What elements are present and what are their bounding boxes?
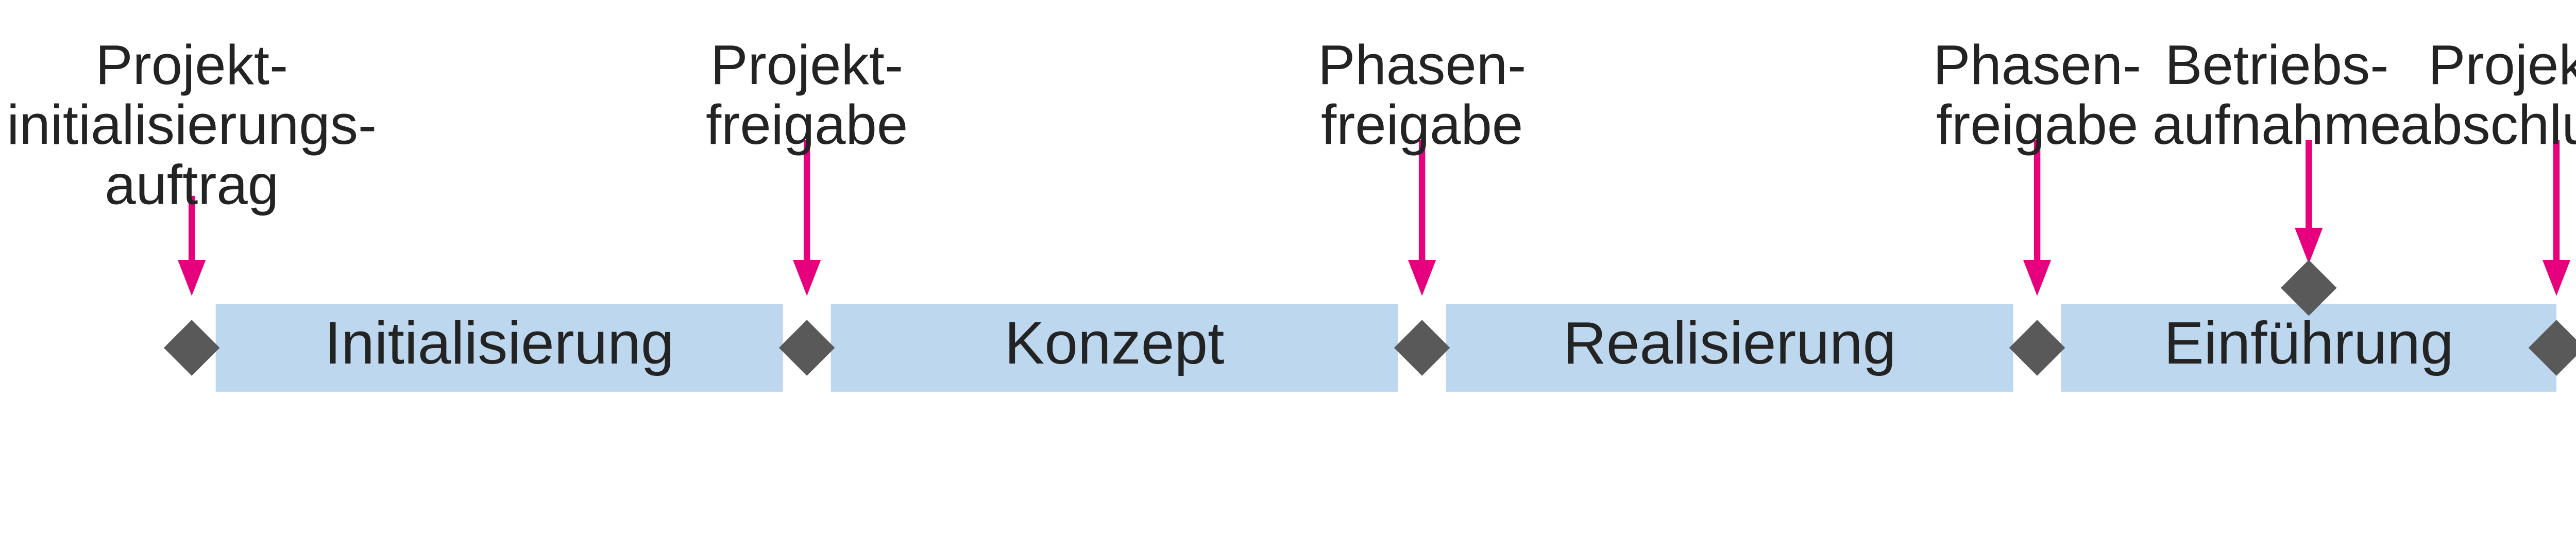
milestone-label-line: freigabe bbox=[706, 94, 908, 156]
arrowhead-icon bbox=[1408, 260, 1436, 296]
milestone-label-line: Phasen- bbox=[1933, 34, 2141, 96]
phase-real: Realisierung bbox=[1446, 304, 2013, 392]
arrowhead-icon bbox=[2543, 260, 2570, 296]
phase-diagram: Initialisierung Konzept Realisierung Einfüh… bbox=[0, 0, 2576, 434]
diamond-icon bbox=[2009, 320, 2065, 376]
phase-bars: Initialisierung Konzept Realisierung Einfüh… bbox=[216, 304, 2556, 392]
phase-label: Einführung bbox=[2164, 309, 2453, 376]
milestone-label-line: abschluss bbox=[2400, 94, 2576, 156]
arrowhead-icon bbox=[2023, 260, 2051, 296]
milestone-label-line: Projekt- bbox=[2428, 34, 2576, 96]
phase-label: Initialisierung bbox=[325, 309, 674, 376]
milestone-label-line: Phasen- bbox=[1318, 34, 1526, 96]
milestone-label-line: auftrag bbox=[105, 154, 279, 216]
milestone-label-line: Betriebs- bbox=[2165, 34, 2388, 96]
milestone-label-line: aufnahme bbox=[2153, 94, 2401, 156]
phase-label: Realisierung bbox=[1563, 309, 1896, 376]
phase-init: Initialisierung bbox=[216, 304, 783, 392]
arrowhead-icon bbox=[793, 260, 821, 296]
phase-label: Konzept bbox=[1005, 309, 1225, 376]
milestone-m4: Betriebs-aufnahme bbox=[2153, 34, 2401, 316]
diamond-icon bbox=[164, 320, 220, 376]
milestone-label-line: freigabe bbox=[1936, 94, 2138, 156]
milestone-label-line: Projekt- bbox=[710, 34, 903, 96]
milestone-label-line: Projekt- bbox=[95, 34, 288, 96]
milestone-label-line: initialisierungs- bbox=[7, 94, 377, 156]
arrowhead-icon bbox=[178, 260, 206, 296]
phase-konzept: Konzept bbox=[831, 304, 1398, 392]
arrowhead-icon bbox=[2295, 228, 2323, 264]
milestone-label-line: freigabe bbox=[1321, 94, 1523, 156]
diamond-icon bbox=[779, 320, 835, 376]
diamond-icon bbox=[1394, 320, 1450, 376]
phase-einf: Einführung bbox=[2061, 304, 2556, 392]
